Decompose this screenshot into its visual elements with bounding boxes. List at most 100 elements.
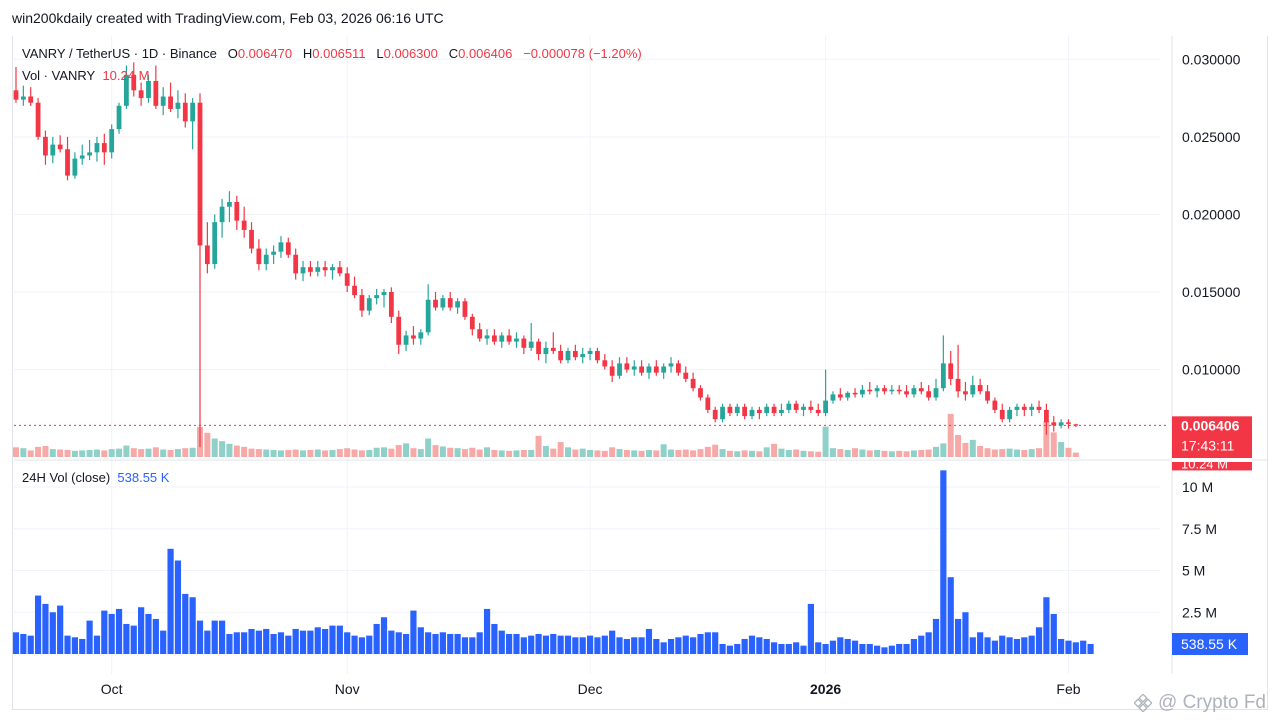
volume-bar bbox=[410, 448, 417, 457]
volume-bar bbox=[255, 449, 262, 457]
volume-bar bbox=[417, 449, 424, 457]
vol24-bar bbox=[859, 643, 866, 654]
volume-bar bbox=[403, 443, 410, 457]
vol24-bar bbox=[314, 627, 321, 654]
candle-body bbox=[572, 350, 578, 358]
volume-bar bbox=[13, 447, 19, 457]
volume-bar bbox=[1021, 449, 1028, 457]
volume-value: 10.24 M bbox=[102, 68, 150, 83]
candle-body bbox=[418, 332, 424, 339]
x-tick-label: Nov bbox=[335, 681, 360, 697]
vol24-bar bbox=[785, 643, 792, 654]
volume-bar bbox=[984, 448, 991, 457]
vol24-bar bbox=[263, 628, 270, 654]
candle-body bbox=[536, 341, 541, 355]
volume-bar bbox=[535, 435, 542, 457]
candle-body bbox=[860, 389, 865, 395]
open-label: O bbox=[227, 46, 238, 61]
vol24-bar bbox=[1043, 597, 1050, 654]
vol24-bar bbox=[71, 637, 78, 654]
candle-body bbox=[955, 378, 961, 392]
vol24-bar bbox=[123, 623, 130, 654]
volume-bar bbox=[807, 451, 814, 457]
vol24-bar bbox=[344, 632, 351, 654]
vol24-bar bbox=[542, 635, 550, 654]
vol24-bar bbox=[601, 635, 608, 654]
vol24-bar bbox=[307, 630, 314, 654]
volume-bar bbox=[616, 449, 623, 457]
volume-bar bbox=[101, 450, 108, 457]
candle-body bbox=[808, 406, 814, 410]
vol24-bar bbox=[270, 633, 277, 654]
candle-body bbox=[1021, 406, 1027, 410]
candle-body bbox=[837, 394, 843, 398]
candle-body bbox=[705, 397, 711, 410]
candle-body bbox=[918, 388, 924, 392]
vol24-label[interactable]: 24H Vol (close) bbox=[22, 470, 111, 485]
x-tick-label: 2026 bbox=[810, 681, 841, 697]
candle-body bbox=[550, 347, 556, 351]
candle-body bbox=[300, 267, 306, 274]
vol24-bar bbox=[631, 637, 638, 654]
volume-bar bbox=[800, 450, 807, 457]
candle-body bbox=[845, 392, 851, 398]
vol24-bar bbox=[991, 640, 998, 654]
volume-bar bbox=[130, 448, 137, 457]
candle-body bbox=[79, 155, 85, 159]
volume-bar bbox=[469, 447, 476, 457]
vol24-bar bbox=[770, 642, 778, 654]
vol24-bar bbox=[910, 638, 918, 654]
candle-body bbox=[999, 409, 1005, 420]
vol24-bar bbox=[182, 593, 189, 654]
candle-body bbox=[631, 366, 637, 370]
vol24-bar bbox=[79, 638, 86, 654]
candle-body bbox=[970, 385, 976, 395]
candle-body bbox=[65, 149, 70, 176]
candle-body bbox=[1029, 406, 1035, 410]
candle-body bbox=[992, 400, 998, 410]
vol24-tick-label: 10 M bbox=[1182, 479, 1213, 495]
volume-bar bbox=[653, 450, 660, 457]
candle-body bbox=[124, 74, 129, 106]
volume-bar bbox=[991, 449, 998, 457]
volume-bar bbox=[167, 449, 174, 457]
vol24-bar bbox=[432, 633, 439, 654]
volume-bar bbox=[116, 448, 123, 457]
volume-bar bbox=[874, 449, 881, 457]
volume-label[interactable]: Vol · VANRY bbox=[22, 68, 96, 83]
candle-body bbox=[815, 409, 821, 414]
candle-body bbox=[484, 335, 490, 339]
volume-bar bbox=[881, 450, 888, 457]
vol24-bar bbox=[800, 645, 807, 654]
vol24-bar bbox=[1028, 635, 1035, 654]
volume-bar bbox=[498, 450, 505, 457]
vol24-bar bbox=[1013, 638, 1021, 654]
volume-bar bbox=[292, 449, 299, 457]
vol24-bar bbox=[947, 577, 954, 654]
vol24-bar bbox=[579, 637, 586, 654]
candle-body bbox=[101, 143, 107, 153]
candle-body bbox=[720, 406, 725, 420]
candle-body bbox=[499, 335, 505, 342]
candle-body bbox=[587, 350, 593, 355]
volume-bar bbox=[719, 449, 726, 457]
vol24-bar bbox=[1072, 642, 1079, 654]
candle-body bbox=[874, 388, 880, 392]
candle-body bbox=[219, 206, 225, 223]
x-tick-label: Dec bbox=[578, 681, 603, 697]
candle-body bbox=[168, 96, 173, 109]
low-value: 0.006300 bbox=[383, 46, 438, 61]
vol24-bar bbox=[454, 633, 461, 654]
volume-bar bbox=[601, 450, 608, 457]
candle-body bbox=[72, 158, 78, 176]
vol24-bar bbox=[277, 632, 285, 654]
candle-body bbox=[985, 391, 990, 401]
volume-bar bbox=[336, 449, 343, 457]
symbol-label[interactable]: VANRY / TetherUS · 1D · Binance bbox=[22, 46, 217, 61]
vol24-bar bbox=[380, 617, 388, 654]
candle-body bbox=[440, 298, 446, 308]
candle-body bbox=[1036, 406, 1042, 410]
volume-bar bbox=[425, 438, 432, 457]
candle-body bbox=[698, 388, 703, 398]
